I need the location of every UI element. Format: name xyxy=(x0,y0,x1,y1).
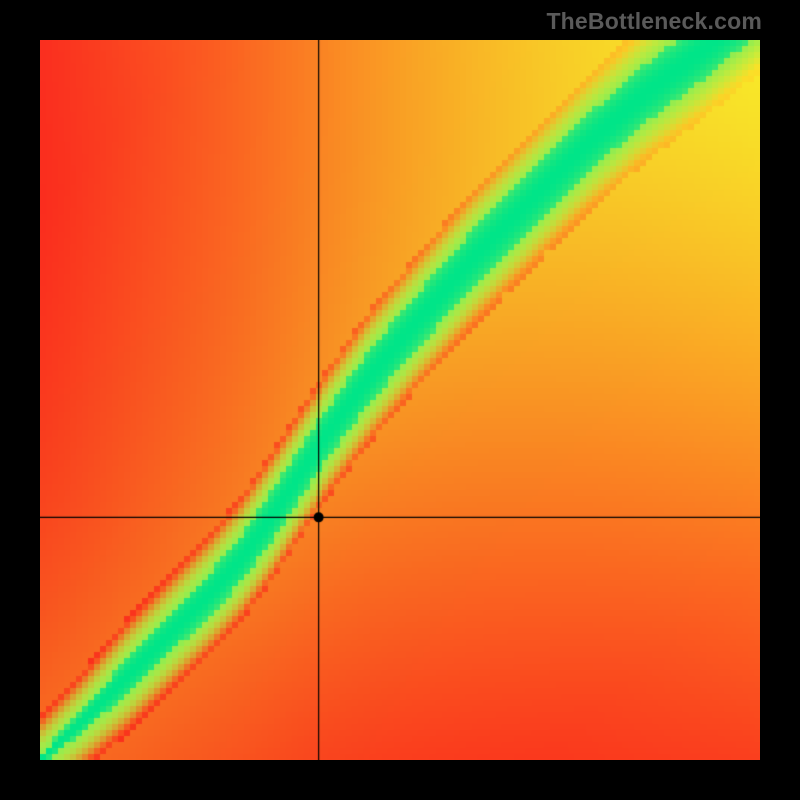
bottleneck-heatmap xyxy=(40,40,760,760)
watermark-text: TheBottleneck.com xyxy=(546,8,762,35)
chart-container: { "watermark": { "text": "TheBottleneck.… xyxy=(0,0,800,800)
